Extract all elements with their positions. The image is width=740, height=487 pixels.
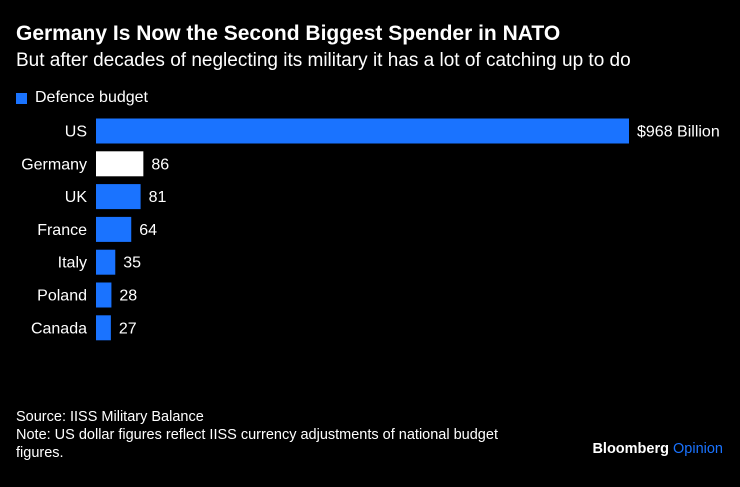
category-label: Canada [31, 320, 87, 337]
data-label: 27 [119, 320, 137, 337]
source-note: Source: IISS Military Balance [16, 409, 204, 425]
methodology-note: Note: US dollar figures reflect IISS cur… [16, 427, 498, 461]
brand-name: Bloomberg [592, 441, 669, 457]
chart-title: Germany Is Now the Second Biggest Spende… [16, 22, 561, 45]
data-label: 81 [149, 189, 167, 206]
category-label: UK [65, 189, 88, 206]
data-label: 64 [139, 222, 157, 239]
legend-label: Defence budget [35, 89, 148, 106]
bar-canada [96, 315, 111, 341]
legend: Defence budget [16, 89, 148, 107]
brand-suffix: Opinion [673, 441, 723, 457]
category-label: Poland [37, 288, 87, 305]
legend-swatch [16, 92, 27, 104]
bar-uk [96, 184, 141, 210]
category-label: France [37, 222, 87, 239]
bar-germany [96, 151, 144, 177]
category-label: Germany [21, 156, 87, 173]
category-label: US [65, 124, 87, 141]
brand-logo: Bloomberg Opinion [592, 441, 723, 457]
bar-italy [96, 249, 116, 275]
bar-us [96, 118, 629, 144]
data-label: 86 [151, 156, 169, 173]
bar-poland [96, 282, 112, 308]
footer: Source: IISS Military Balance Note: US d… [16, 408, 536, 462]
category-label: Italy [58, 255, 87, 272]
bar-france [96, 216, 132, 242]
data-label: 35 [123, 255, 141, 272]
chart-subtitle: But after decades of neglecting its mili… [16, 50, 631, 71]
data-label: $968 Billion [637, 124, 720, 141]
data-label: 28 [119, 288, 137, 305]
